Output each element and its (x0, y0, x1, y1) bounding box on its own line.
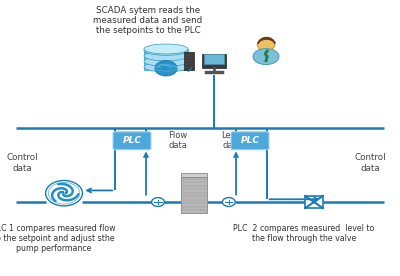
FancyBboxPatch shape (231, 132, 269, 150)
Text: PLC: PLC (240, 136, 260, 145)
Polygon shape (144, 49, 188, 70)
FancyBboxPatch shape (181, 177, 207, 213)
Text: Control
data: Control data (6, 153, 38, 172)
Text: SCADA sytem reads the
measured data and send
the setpoints to the PLC: SCADA sytem reads the measured data and … (93, 6, 203, 35)
Circle shape (155, 60, 177, 76)
FancyBboxPatch shape (181, 173, 207, 177)
Text: Level
data: Level data (221, 131, 243, 150)
Ellipse shape (144, 51, 188, 61)
Ellipse shape (144, 46, 188, 55)
Text: PLC 1 compares measured flow
to the setpoint and adjust sthe
pump performance: PLC 1 compares measured flow to the setp… (0, 224, 116, 253)
Circle shape (222, 198, 235, 206)
Ellipse shape (144, 62, 188, 72)
Ellipse shape (144, 44, 188, 54)
FancyBboxPatch shape (202, 54, 226, 68)
Text: Control
data: Control data (354, 153, 386, 172)
FancyBboxPatch shape (204, 54, 224, 64)
Text: PLC  2 compares measured  level to
the flow through the valve: PLC 2 compares measured level to the flo… (233, 224, 375, 243)
Text: Flow
data: Flow data (168, 131, 188, 150)
Circle shape (152, 198, 164, 206)
Circle shape (257, 39, 275, 51)
Ellipse shape (144, 56, 188, 66)
Text: PLC: PLC (122, 136, 142, 145)
FancyBboxPatch shape (113, 132, 151, 150)
Circle shape (46, 181, 82, 206)
FancyBboxPatch shape (184, 52, 194, 70)
Ellipse shape (253, 49, 279, 65)
